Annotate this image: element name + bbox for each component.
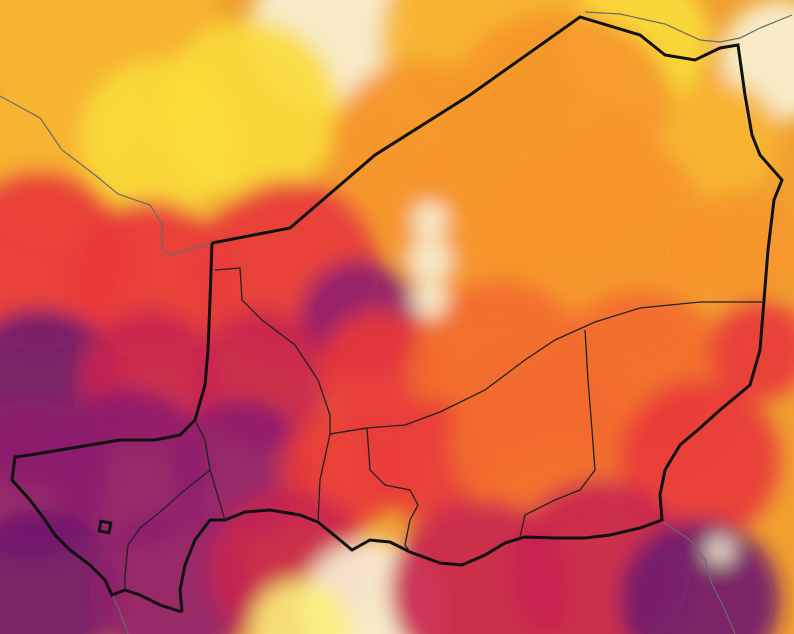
heat-cell-41 bbox=[412, 282, 448, 318]
region-line-west-2 bbox=[194, 419, 226, 521]
heat-cell-40 bbox=[412, 202, 448, 238]
country-border-west bbox=[10, 242, 214, 614]
country-border-east bbox=[178, 15, 784, 613]
heat-cell-12 bbox=[70, 200, 230, 360]
region-line-southwest bbox=[124, 469, 211, 590]
heat-cell-7 bbox=[160, 20, 340, 200]
heat-cell-42 bbox=[706, 536, 734, 564]
neighbor-border-southwest bbox=[109, 589, 129, 634]
region-line-east-inner bbox=[519, 329, 596, 538]
region-line-west-1 bbox=[214, 267, 331, 523]
neighbor-border-southeast bbox=[659, 519, 736, 634]
neighbor-border-northwest bbox=[0, 95, 213, 256]
heat-cell-38 bbox=[620, 520, 780, 634]
region-line-north-east bbox=[329, 301, 762, 435]
region-line-center bbox=[366, 427, 419, 553]
heat-cell-24 bbox=[710, 300, 794, 400]
neighbor-border-northeast bbox=[584, 11, 793, 43]
city-marker bbox=[97, 519, 113, 535]
heat-cell-21 bbox=[320, 310, 440, 430]
heat-cell-39 bbox=[408, 238, 452, 282]
region-line-center-2 bbox=[329, 427, 368, 435]
heat-cell-32 bbox=[0, 510, 120, 634]
heat-cell-43 bbox=[250, 580, 350, 634]
heat-cell-33 bbox=[90, 510, 250, 634]
heat-cell-10 bbox=[660, 80, 780, 200]
